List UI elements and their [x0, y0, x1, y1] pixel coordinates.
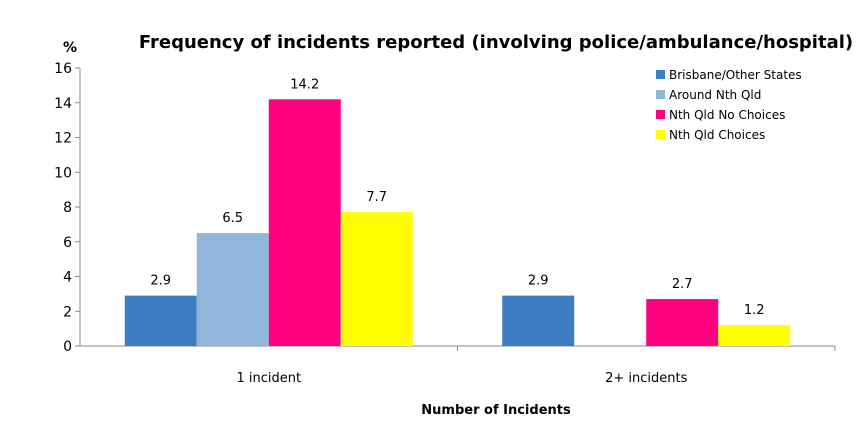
- legend-label: Nth Qld No Choices: [669, 108, 785, 122]
- legend-label: Brisbane/Other States: [669, 68, 802, 82]
- legend-swatch: [656, 110, 665, 119]
- y-tick-label: 4: [63, 270, 72, 286]
- y-tick-label: 6: [63, 235, 72, 251]
- legend: Brisbane/Other States Around Nth Qld Nth Q…: [656, 68, 802, 142]
- x-tick-label: 2+ incidents: [605, 371, 687, 386]
- data-label: 2.9: [150, 274, 171, 289]
- axes: 0 2 4 6 8 10 12 14 16 1 incident 2+ incidents: [54, 61, 836, 386]
- y-tick-label: 14: [54, 96, 72, 112]
- data-label: 2.9: [528, 274, 549, 289]
- legend-swatch: [656, 130, 665, 139]
- bars: 2.9 6.5 14.2 7.7 2.9 2.7 1.2: [124, 77, 791, 347]
- x-tick-label: 1 incident: [236, 371, 301, 386]
- bar: [646, 299, 719, 346]
- y-axis-label: %: [63, 40, 77, 56]
- bar: [718, 325, 791, 346]
- data-label: 7.7: [366, 190, 387, 205]
- y-tick-label: 12: [54, 131, 72, 147]
- data-label: 6.5: [222, 211, 243, 226]
- legend-swatch: [656, 90, 665, 99]
- bar: [340, 212, 413, 346]
- legend-label: Nth Qld Choices: [669, 128, 765, 142]
- data-label: 14.2: [290, 77, 319, 92]
- bar: [502, 295, 575, 346]
- bar: [268, 99, 341, 347]
- x-axis-label: Number of Incidents: [421, 403, 571, 418]
- y-tick-label: 8: [63, 200, 72, 216]
- y-tick-label: 0: [63, 339, 72, 355]
- bar: [196, 233, 269, 346]
- y-tick-label: 16: [54, 61, 72, 77]
- data-label: 1.2: [744, 303, 765, 318]
- y-tick-label: 2: [63, 304, 72, 320]
- bar: [124, 295, 197, 346]
- y-tick-label: 10: [54, 165, 72, 181]
- legend-swatch: [656, 70, 665, 79]
- data-label: 2.7: [672, 277, 693, 292]
- chart-title: Frequency of incidents reported (involvi…: [139, 32, 853, 53]
- legend-label: Around Nth Qld: [669, 88, 761, 102]
